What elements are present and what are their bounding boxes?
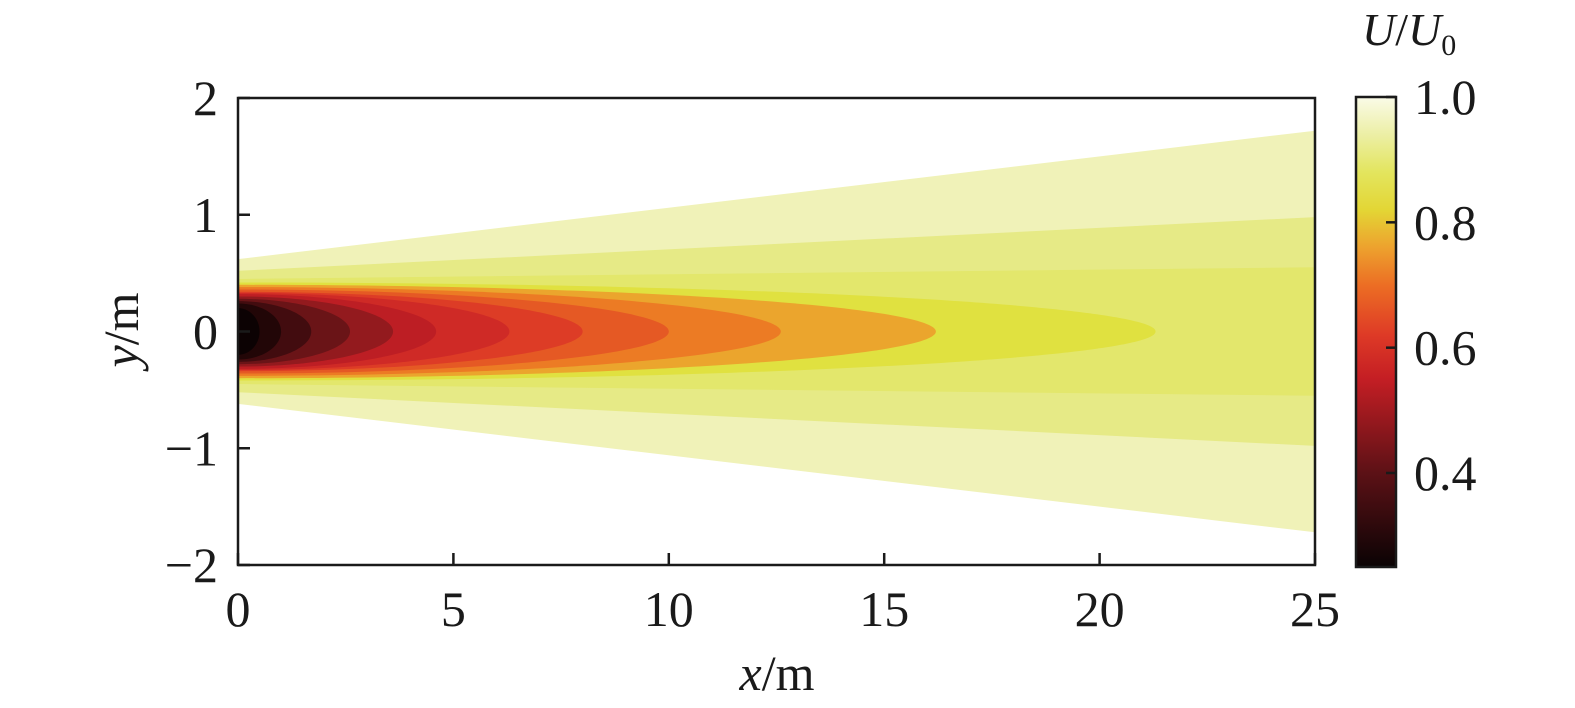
y-tick-label-2: 0: [193, 304, 218, 360]
colorbar-title: U/U0: [1362, 4, 1456, 62]
x-tick-label-0: 0: [226, 581, 251, 637]
x-tick-label-2: 10: [644, 581, 694, 637]
y-axis-ticks: 2 1 0 −1 −2: [165, 70, 250, 593]
colorbar-tick-label-2: 0.6: [1414, 320, 1477, 376]
colorbar-tick-label-3: 0.4: [1414, 445, 1477, 501]
y-tick-label-3: −1: [165, 420, 218, 476]
colorbar-tick-label-1: 0.8: [1414, 194, 1477, 250]
x-tick-label-5: 25: [1290, 581, 1340, 637]
contour-field: [238, 130, 1315, 533]
x-tick-label-3: 15: [859, 581, 909, 637]
y-tick-label-0: 2: [193, 70, 218, 126]
y-axis-label: y/m: [93, 292, 149, 372]
y-tick-label-4: −2: [165, 537, 218, 593]
colorbar-tick-label-0: 1.0: [1414, 69, 1477, 125]
colorbar: [1354, 95, 1398, 569]
x-axis-ticks: 0 5 10 15 20 25: [226, 553, 1340, 637]
x-axis-label: x/m: [739, 645, 815, 701]
x-tick-label-1: 5: [441, 581, 466, 637]
colorbar-ticks: 1.0 0.8 0.6 0.4: [1386, 69, 1477, 501]
y-tick-label-1: 1: [193, 187, 218, 243]
x-tick-label-4: 20: [1075, 581, 1125, 637]
